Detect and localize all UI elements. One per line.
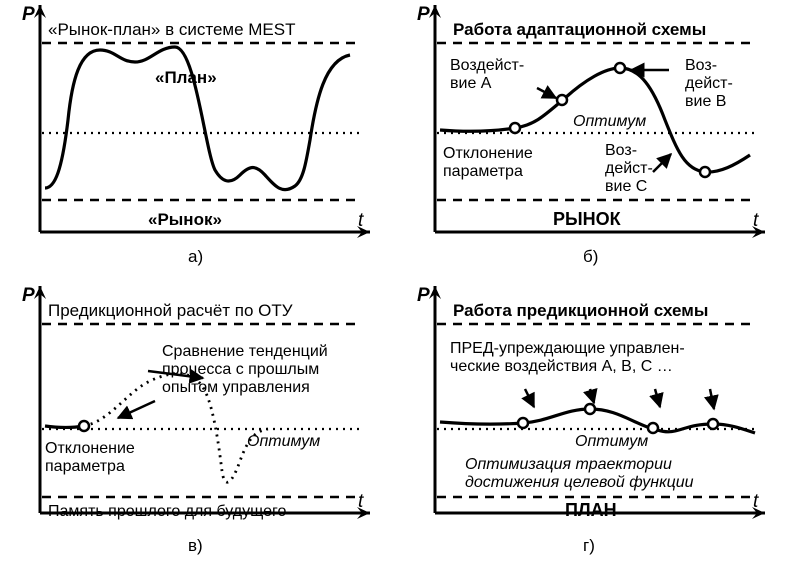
compare-l2: процесса с прошлым	[162, 361, 319, 378]
panel-caption: б)	[583, 247, 598, 266]
impact-a-l2: вие А	[450, 75, 492, 92]
panel-d: P t Работа предикционной схемы	[395, 281, 790, 562]
axes: P t	[22, 285, 370, 519]
panel-a: P t «Рынок-план» в системе MEST «План» «…	[0, 0, 395, 281]
pred-l1: ПРЕД-упреждающие управлен-	[450, 340, 685, 357]
panel-title: «Рынок-план» в системе MEST	[48, 20, 296, 39]
deviation-l1: Отклонение	[45, 440, 135, 457]
opt-traj-l2: достижения целевой функции	[465, 474, 694, 491]
panel-c: P t Предикционной расчёт по ОТУ Сравнени…	[0, 281, 395, 562]
compare-l1: Сравнение тенденций	[162, 343, 328, 360]
y-axis-label: P	[417, 4, 430, 25]
figure-grid: P t «Рынок-план» в системе MEST «План» «…	[0, 0, 790, 562]
impact-c-l2: дейст-	[605, 160, 653, 177]
pred-l2: ческие воздействия А, В, С …	[450, 358, 673, 375]
optimum-label: Оптимум	[247, 433, 320, 450]
impact-b-l2: дейст-	[685, 75, 733, 92]
panel-title: Предикционной расчёт по ОТУ	[48, 301, 293, 320]
impact-c-l1: Воз-	[605, 142, 637, 159]
arrows	[525, 389, 714, 409]
impact-b-l3: вие В	[685, 93, 726, 110]
market-label: РЫНОК	[553, 209, 622, 229]
opt-traj-l1: Оптимизация траектории	[465, 456, 672, 473]
y-axis-label: P	[417, 285, 430, 306]
panel-title: Работа адаптационной схемы	[453, 20, 706, 39]
y-axis-label: P	[22, 285, 35, 306]
plan-label: «План»	[155, 68, 217, 87]
market-label: «Рынок»	[148, 210, 222, 229]
impact-a-l1: Воздейст-	[450, 57, 524, 74]
deviation-l1: Отклонение	[443, 145, 533, 162]
deviation-l2: параметра	[45, 458, 125, 475]
compare-l3: опытом управления	[162, 379, 310, 396]
x-axis-label: t	[753, 491, 759, 512]
x-axis-label: t	[753, 210, 759, 231]
plan-label: ПЛАН	[565, 500, 617, 520]
panel-caption: в)	[188, 536, 203, 555]
markers	[79, 421, 89, 431]
optimum-label: Оптимум	[575, 433, 648, 450]
axes: P t	[22, 4, 370, 238]
impact-b-l1: Воз-	[685, 57, 717, 74]
deviation-l2: параметра	[443, 163, 523, 180]
panel-b: P t Работа адаптационной схемы	[395, 0, 790, 281]
impact-c-l3: вие С	[605, 178, 647, 195]
memory-label: Память прошлого для будущего	[48, 503, 286, 520]
panel-title: Работа предикционной схемы	[453, 301, 708, 320]
panel-caption: а)	[188, 247, 203, 266]
y-axis-label: P	[22, 4, 35, 25]
x-axis-label: t	[358, 210, 364, 231]
panel-caption: г)	[583, 536, 595, 555]
x-axis-label: t	[358, 491, 364, 512]
optimum-label: Оптимум	[573, 113, 646, 130]
